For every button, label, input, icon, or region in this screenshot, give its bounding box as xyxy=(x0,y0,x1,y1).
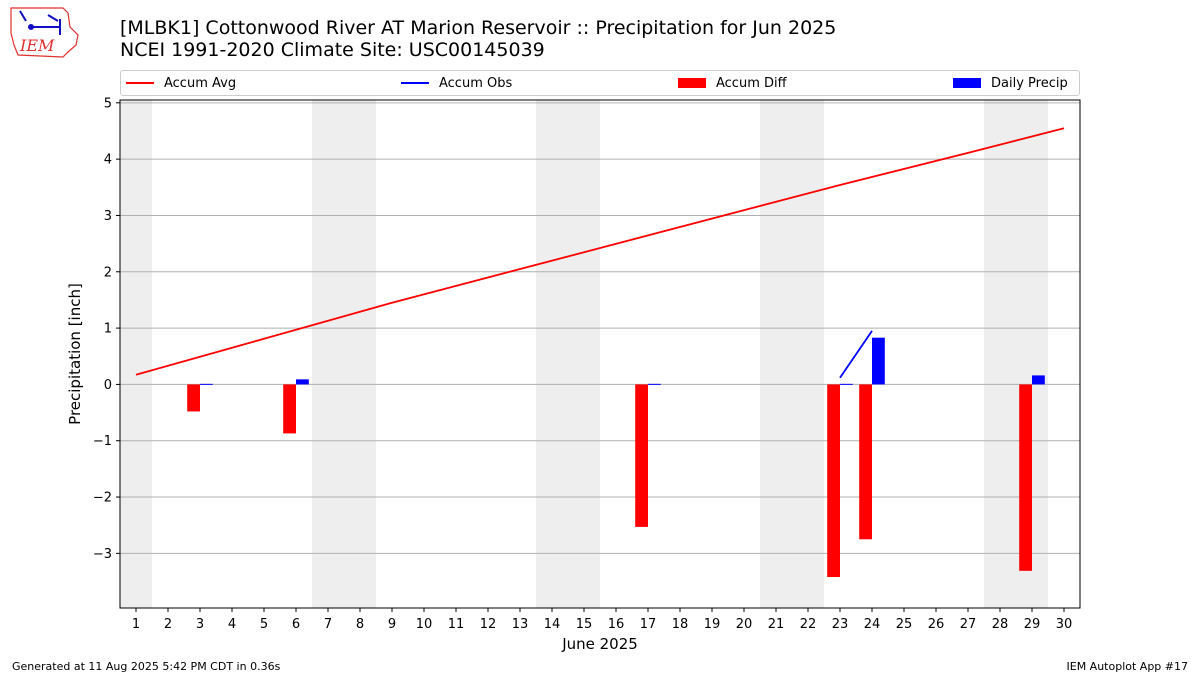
x-tick-label: 2 xyxy=(164,617,172,632)
x-tick-label: 9 xyxy=(388,617,396,632)
x-tick-label: 16 xyxy=(608,617,625,632)
x-tick-label: 13 xyxy=(512,617,529,632)
legend-accum-diff: Accum Diff xyxy=(678,74,787,92)
daily-precip-bar-day-23 xyxy=(840,383,853,385)
generated-footer: Generated at 11 Aug 2025 5:42 PM CDT in … xyxy=(12,660,281,673)
accum-obs-line xyxy=(839,330,873,379)
legend: Accum Avg Accum Obs Accum Diff Daily Pre… xyxy=(120,70,1080,96)
x-tick-label: 19 xyxy=(704,617,721,632)
x-tick-label: 25 xyxy=(896,617,913,632)
legend-accum-obs-label: Accum Obs xyxy=(439,75,513,91)
logo-text: IEM xyxy=(19,36,55,55)
weekend-band-3 xyxy=(536,100,600,608)
x-tick-label: 26 xyxy=(928,617,945,632)
daily-precip-bar-day-29 xyxy=(1032,375,1045,385)
x-tick-label: 12 xyxy=(480,617,497,632)
y-tick-label: −3 xyxy=(93,547,112,562)
x-tick-label: 5 xyxy=(260,617,268,632)
x-tick-label: 18 xyxy=(672,617,689,632)
legend-accum-obs-swatch xyxy=(401,82,429,84)
x-tick-label: 10 xyxy=(416,617,433,632)
x-tick-label: 23 xyxy=(832,617,849,632)
x-tick-label: 28 xyxy=(992,617,1009,632)
x-tick-label: 11 xyxy=(448,617,465,632)
legend-accum-obs: Accum Obs xyxy=(401,74,512,92)
y-tick-label: 0 xyxy=(104,378,112,393)
legend-accum-diff-label: Accum Diff xyxy=(716,75,787,91)
chart-title: [MLBK1] Cottonwood River AT Marion Reser… xyxy=(120,17,837,39)
weekend-band-2 xyxy=(312,100,376,608)
daily-precip-bar-day-6 xyxy=(296,379,309,385)
daily-precip-bar-day-17 xyxy=(648,383,661,385)
x-tick-label: 15 xyxy=(576,617,593,632)
accum-avg-line xyxy=(135,127,1065,376)
weekend-band-4 xyxy=(760,100,824,608)
x-tick-label: 22 xyxy=(800,617,817,632)
accum-diff-bar-day-23 xyxy=(827,384,840,578)
x-tick-label: 8 xyxy=(356,617,364,632)
accum-diff-bar-day-24 xyxy=(859,384,872,540)
weekend-band-1 xyxy=(120,100,152,608)
daily-precip-bar-day-3 xyxy=(200,383,213,385)
x-tick-label: 21 xyxy=(768,617,785,632)
x-tick-label: 14 xyxy=(544,617,561,632)
legend-accum-avg-label: Accum Avg xyxy=(164,75,237,91)
y-tick-label: −1 xyxy=(93,434,112,449)
x-tick-label: 24 xyxy=(864,617,881,632)
y-axis-label: Precipitation [inch] xyxy=(66,283,84,425)
x-tick-label: 6 xyxy=(292,617,300,632)
legend-daily-precip-swatch xyxy=(953,78,981,88)
iem-logo: IEM xyxy=(10,7,79,58)
weekend-band-5 xyxy=(984,100,1048,608)
x-axis-label: June 2025 xyxy=(561,635,638,653)
y-tick-label: 4 xyxy=(104,153,112,168)
daily-precip-bar-day-24 xyxy=(872,337,885,385)
app-footer: IEM Autoplot App #17 xyxy=(1066,660,1189,673)
accum-diff-bar-day-3 xyxy=(187,384,200,412)
x-tick-label: 3 xyxy=(196,617,204,632)
legend-daily-precip-label: Daily Precip xyxy=(991,75,1068,91)
x-tick-label: 17 xyxy=(640,617,657,632)
legend-accum-diff-swatch xyxy=(678,78,706,88)
accum-diff-bar-day-6 xyxy=(283,384,296,434)
x-tick-label: 7 xyxy=(324,617,332,632)
accum-diff-bar-day-17 xyxy=(635,384,648,527)
y-tick-label: 3 xyxy=(104,209,112,224)
plot-frame xyxy=(119,99,1081,609)
x-tick-label: 30 xyxy=(1056,617,1073,632)
y-tick-label: 2 xyxy=(104,265,112,280)
legend-accum-avg: Accum Avg xyxy=(126,74,236,92)
y-tick-label: 5 xyxy=(104,96,112,111)
x-tick-label: 4 xyxy=(228,617,236,632)
x-tick-label: 27 xyxy=(960,617,977,632)
x-tick-label: 20 xyxy=(736,617,753,632)
y-tick-label: −2 xyxy=(93,491,112,506)
y-tick-label: 1 xyxy=(104,322,112,337)
chart-subtitle: NCEI 1991-2020 Climate Site: USC00145039 xyxy=(120,39,545,61)
x-tick-label: 1 xyxy=(132,617,140,632)
accum-diff-bar-day-29 xyxy=(1019,384,1032,571)
legend-accum-avg-swatch xyxy=(126,82,154,84)
x-tick-label: 29 xyxy=(1024,617,1041,632)
legend-daily-precip: Daily Precip xyxy=(953,74,1068,92)
